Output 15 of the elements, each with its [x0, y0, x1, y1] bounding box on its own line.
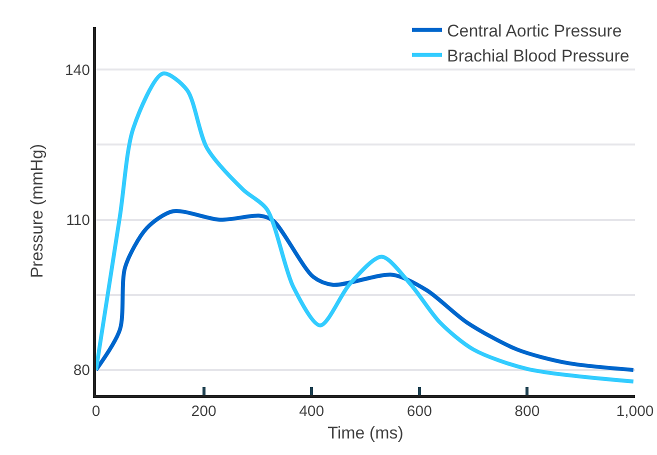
x-tick-label: 1,000 — [616, 403, 654, 420]
x-tick-label: 0 — [92, 403, 100, 420]
x-tick-label: 600 — [406, 403, 432, 420]
line-series — [96, 72, 635, 384]
x-tick-label: 800 — [514, 403, 540, 420]
y-tick-label: 140 — [64, 62, 90, 79]
legend-label: Central Aortic Pressure — [447, 21, 622, 40]
y-tick-label: 80 — [73, 362, 90, 380]
y-tick-label: 110 — [66, 212, 90, 230]
x-axis-title: Time (ms) — [328, 423, 404, 442]
line-series — [96, 209, 635, 372]
y-axis-title: Pressure (mmHg) — [28, 144, 47, 278]
x-tick-label: 400 — [299, 403, 324, 420]
legend-label: Brachial Blood Pressure — [447, 46, 630, 66]
x-tick-label: 200 — [191, 403, 216, 420]
